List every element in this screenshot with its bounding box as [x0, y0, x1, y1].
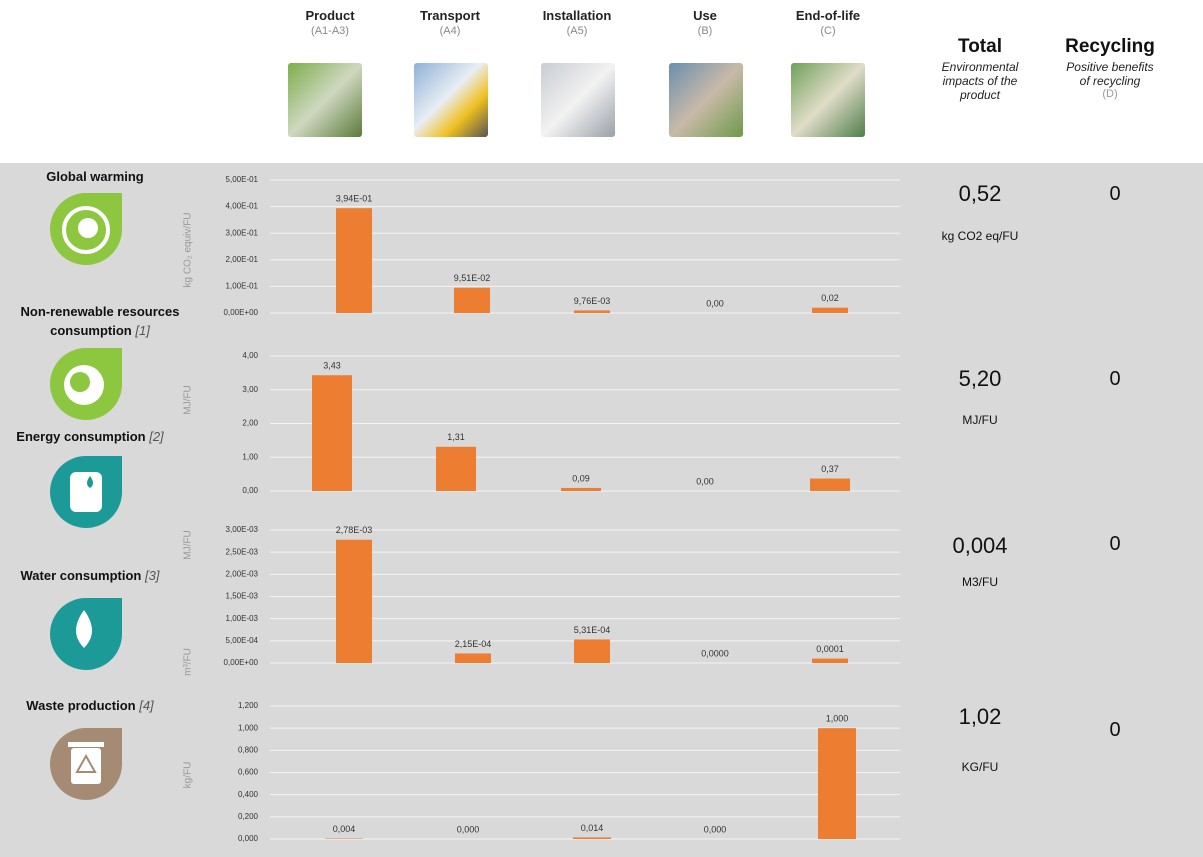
- icon: [50, 348, 122, 420]
- bar: [574, 310, 610, 313]
- y-tick-label: 2,00E-01: [226, 255, 259, 264]
- icon: [50, 598, 122, 670]
- y-tick-label: 2,00: [242, 419, 258, 428]
- y-tick-label: 0,600: [238, 768, 259, 777]
- y-tick-label: 0,800: [238, 745, 259, 754]
- total-unit: M3/FU: [910, 575, 1050, 589]
- bar: [454, 288, 490, 313]
- y-tick-label: 4,00E-01: [226, 202, 259, 211]
- total-value: 5,20: [910, 366, 1050, 392]
- recycling-value: 0: [1085, 533, 1145, 556]
- value-label: 0,02: [821, 293, 839, 303]
- value-label: 0,0000: [701, 648, 729, 658]
- value-label: 0,00: [706, 298, 724, 308]
- y-tick-label: 1,00: [242, 452, 258, 461]
- icon: [50, 456, 122, 528]
- value-label: 0,000: [704, 824, 727, 834]
- value-label: 0,00: [696, 476, 714, 486]
- bar: [336, 540, 372, 663]
- unit-label: MJ/FU: [183, 530, 194, 559]
- y-tick-label: 1,50E-03: [226, 592, 259, 601]
- y-tick-label: 3,00E-03: [226, 525, 259, 534]
- value-label: 2,78E-03: [336, 525, 373, 535]
- value-label: 1,31: [447, 432, 465, 442]
- recycling-value: 0: [1085, 183, 1145, 206]
- icon: [50, 193, 122, 265]
- total-unit: kg CO2 eq/FU: [910, 229, 1050, 243]
- bar: [818, 728, 856, 839]
- y-tick-label: 5,00E-01: [226, 175, 259, 184]
- y-tick-label: 1,200: [238, 701, 259, 710]
- y-tick-label: 0,00: [242, 486, 258, 495]
- icon: [50, 728, 122, 800]
- value-label: 0,000: [457, 824, 480, 834]
- y-tick-label: 0,00E+00: [224, 308, 259, 317]
- y-tick-label: 3,00: [242, 385, 258, 394]
- value-label: 2,15E-04: [455, 639, 492, 649]
- total-unit: MJ/FU: [910, 413, 1050, 427]
- unit-label: kg CO₂ equiv/FU: [183, 212, 194, 287]
- bar: [810, 479, 850, 491]
- value-label: 9,76E-03: [574, 296, 611, 306]
- value-label: 0,0001: [816, 644, 844, 654]
- recycling-value: 0: [1085, 368, 1145, 391]
- y-tick-label: 1,000: [238, 723, 259, 732]
- value-label: 0,37: [821, 464, 839, 474]
- y-tick-label: 0,200: [238, 812, 259, 821]
- unit-label: kg/FU: [183, 762, 194, 789]
- y-tick-label: 4,00: [242, 351, 258, 360]
- unit-label: MJ/FU: [183, 385, 194, 414]
- y-tick-label: 2,50E-03: [226, 547, 259, 556]
- bar: [312, 375, 352, 491]
- total-value: 1,02: [910, 704, 1050, 730]
- value-label: 9,51E-02: [454, 273, 491, 283]
- bar: [436, 447, 476, 491]
- value-label: 3,94E-01: [336, 194, 373, 204]
- total-unit: KG/FU: [910, 760, 1050, 774]
- value-label: 1,000: [826, 714, 849, 724]
- y-tick-label: 0,00E+00: [224, 658, 259, 667]
- value-label: 0,09: [572, 473, 590, 483]
- value-label: 0,014: [581, 823, 604, 833]
- y-tick-label: 1,00E-01: [226, 282, 259, 291]
- y-tick-label: 3,00E-01: [226, 228, 259, 237]
- bar: [573, 837, 611, 839]
- y-tick-label: 1,00E-03: [226, 614, 259, 623]
- bar: [336, 208, 372, 313]
- unit-label: m³/FU: [183, 648, 194, 676]
- bar: [455, 653, 491, 663]
- total-value: 0,004: [910, 533, 1050, 559]
- bar: [812, 308, 848, 313]
- bar: [561, 488, 601, 491]
- value-label: 0,004: [333, 824, 356, 834]
- y-tick-label: 0,400: [238, 790, 259, 799]
- bar: [812, 659, 848, 663]
- y-tick-label: 5,00E-04: [226, 636, 259, 645]
- total-value: 0,52: [910, 181, 1050, 207]
- page: Product(A1-A3) Transport(A4) Installatio…: [0, 0, 1203, 857]
- recycling-value: 0: [1085, 719, 1145, 742]
- y-tick-label: 2,00E-03: [226, 569, 259, 578]
- bar: [574, 639, 610, 663]
- value-label: 3,43: [323, 361, 341, 371]
- value-label: 5,31E-04: [574, 625, 611, 635]
- y-tick-label: 0,000: [238, 834, 259, 843]
